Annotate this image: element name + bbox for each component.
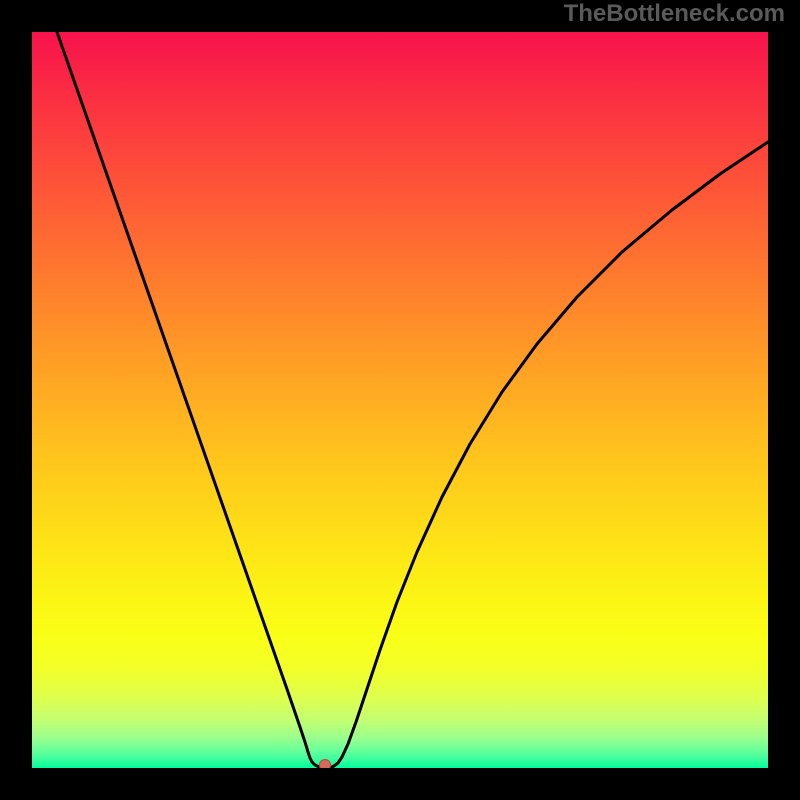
plot-area bbox=[32, 32, 768, 768]
minimum-marker-dot bbox=[319, 759, 331, 768]
watermark-text: TheBottleneck.com bbox=[564, 0, 785, 28]
chart-frame: TheBottleneck.com bbox=[0, 0, 800, 800]
bottleneck-curve bbox=[32, 32, 768, 768]
